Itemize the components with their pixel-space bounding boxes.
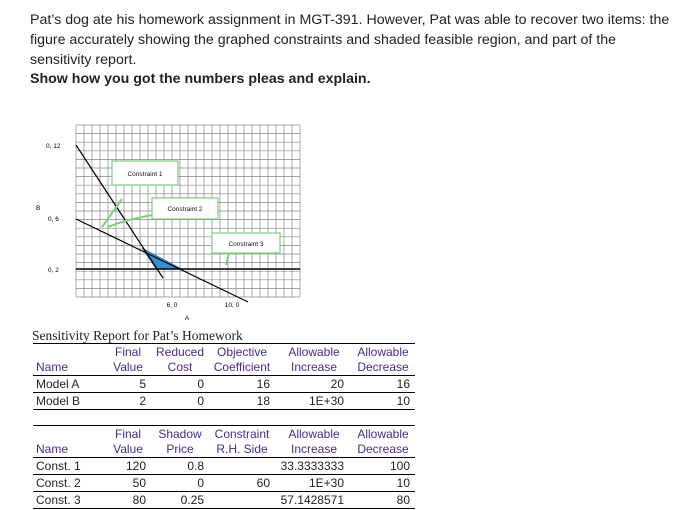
table-cell: 5 <box>139 377 146 391</box>
header-cell: Decrease <box>357 442 409 456</box>
report-title: Sensitivity Report for Pat’s Homework <box>32 328 243 343</box>
table-cell: 18 <box>256 394 270 408</box>
y-tick-0-6: 0, 6 <box>48 216 59 223</box>
header-cell: Price <box>166 442 194 456</box>
callout-constraint-2: Constraint 2 <box>107 197 219 228</box>
header-cell: Final <box>114 427 142 441</box>
table-cell: 2 <box>139 394 146 408</box>
table-cell: 0 <box>197 476 204 490</box>
table-cell: Model A <box>36 377 80 391</box>
header-cell: Final <box>114 345 142 359</box>
table-cell: 33.3333333 <box>280 459 344 473</box>
header-cell: Allowable <box>288 345 340 359</box>
problem-statement: Pat’s dog ate his homework assignment in… <box>30 12 670 68</box>
table-cell: 16 <box>396 377 410 391</box>
header-cell: Name <box>35 360 69 374</box>
callout-constraint-1: Constraint 1 <box>101 160 179 228</box>
callout-constraint-3: Constraint 3 <box>211 232 281 266</box>
table-cell: 10 <box>396 476 410 490</box>
header-cell: Allowable <box>357 427 409 441</box>
header-cell: Reduced <box>155 345 205 359</box>
x-tick-6-0: 6, 0 <box>167 302 178 309</box>
header-cell: Coefficient <box>213 360 271 374</box>
table-cell: 20 <box>330 377 344 391</box>
callout-1-label: Constraint 1 <box>127 171 162 178</box>
header-cell: Objective <box>216 345 268 359</box>
table-cell: 1E+30 <box>308 394 344 408</box>
request-text: Show how you got the numbers pleas and e… <box>30 71 371 87</box>
table-cell: Const. 3 <box>36 493 81 507</box>
y-tick-0-12: 0, 12 <box>46 143 61 150</box>
header-cell: R.H. Side <box>216 442 268 456</box>
header-cell: Value <box>113 360 143 374</box>
header-cell: Name <box>35 442 69 456</box>
header-cell: Value <box>113 442 143 456</box>
table-cell: 100 <box>389 459 410 473</box>
table1-top-rule <box>33 343 415 344</box>
table-cell: 80 <box>396 493 410 507</box>
table2-header-rule <box>33 457 415 458</box>
table1-row-rule <box>33 392 415 393</box>
table-cell: Const. 1 <box>36 459 81 473</box>
header-cell: Constraint <box>214 427 270 441</box>
header-cell: Cost <box>167 360 193 374</box>
table-cell: 80 <box>132 493 146 507</box>
table2-bottom-rule <box>33 508 415 509</box>
constraint-1-line <box>75 144 164 279</box>
table-cell: Model B <box>36 394 81 408</box>
table-cell: 50 <box>132 476 146 490</box>
y-axis-label: B <box>36 205 40 212</box>
header-cell: Increase <box>290 360 338 374</box>
table-cell: 10 <box>396 394 410 408</box>
table-cell: 16 <box>256 377 270 391</box>
callout-3-label: Constraint 3 <box>228 241 263 248</box>
callout-2-label: Constraint 2 <box>167 206 202 213</box>
table1-header-rule <box>33 375 415 376</box>
header-cell: Decrease <box>357 360 409 374</box>
table-cell: 120 <box>125 459 146 473</box>
table2-top-rule <box>33 425 415 426</box>
header-cell: Allowable <box>357 345 409 359</box>
table2-row-rule1 <box>33 474 415 475</box>
table-cell: 0 <box>197 394 204 408</box>
table2-row-rule2 <box>33 491 415 492</box>
table-cell: 0.8 <box>187 459 204 473</box>
y-tick-0-2: 0, 2 <box>48 267 59 274</box>
table-cell: Const. 2 <box>36 476 81 490</box>
constraint-graph: Constraint 1 Constraint 2 Constraint 3 0… <box>36 124 301 322</box>
constraint-3-line <box>75 218 249 303</box>
table-cell: 57.1428571 <box>280 493 344 507</box>
table-cell: 60 <box>256 476 270 490</box>
table-cell: 0.25 <box>180 493 204 507</box>
header-cell: Shadow <box>158 427 202 441</box>
table-cell: 1E+30 <box>308 476 344 490</box>
table-cell: 0 <box>197 377 204 391</box>
table1-bottom-rule <box>33 409 415 410</box>
x-axis-label: A <box>185 315 190 322</box>
header-cell: Allowable <box>288 427 340 441</box>
header-cell: Increase <box>290 442 338 456</box>
x-tick-10-0: 10, 0 <box>225 302 240 309</box>
